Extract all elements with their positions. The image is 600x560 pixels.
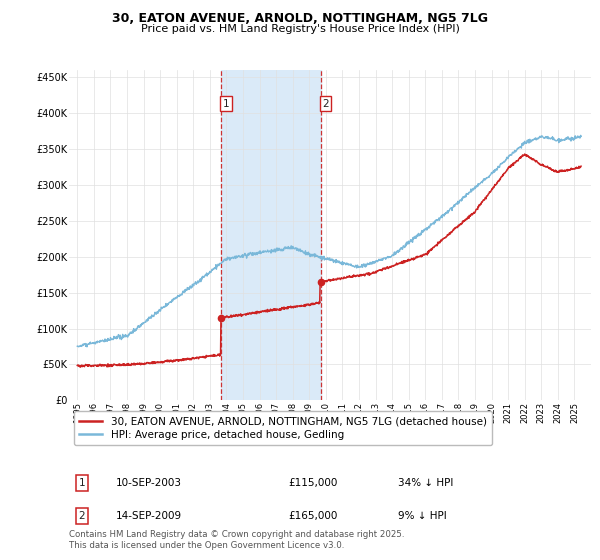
Text: 2: 2 (322, 99, 329, 109)
Text: 10-SEP-2003: 10-SEP-2003 (116, 478, 182, 488)
Text: 2: 2 (79, 511, 85, 521)
Text: £115,000: £115,000 (288, 478, 338, 488)
Text: 14-SEP-2009: 14-SEP-2009 (116, 511, 182, 521)
Text: 34% ↓ HPI: 34% ↓ HPI (398, 478, 453, 488)
Text: 1: 1 (79, 478, 85, 488)
Text: 30, EATON AVENUE, ARNOLD, NOTTINGHAM, NG5 7LG: 30, EATON AVENUE, ARNOLD, NOTTINGHAM, NG… (112, 12, 488, 25)
Text: Price paid vs. HM Land Registry's House Price Index (HPI): Price paid vs. HM Land Registry's House … (140, 24, 460, 34)
Text: Contains HM Land Registry data © Crown copyright and database right 2025.
This d: Contains HM Land Registry data © Crown c… (69, 530, 404, 550)
Text: 9% ↓ HPI: 9% ↓ HPI (398, 511, 446, 521)
Bar (221, 70, 321, 400)
Text: £165,000: £165,000 (288, 511, 338, 521)
Text: 1: 1 (223, 99, 229, 109)
Legend: 30, EATON AVENUE, ARNOLD, NOTTINGHAM, NG5 7LG (detached house), HPI: Average pri: 30, EATON AVENUE, ARNOLD, NOTTINGHAM, NG… (74, 411, 492, 445)
